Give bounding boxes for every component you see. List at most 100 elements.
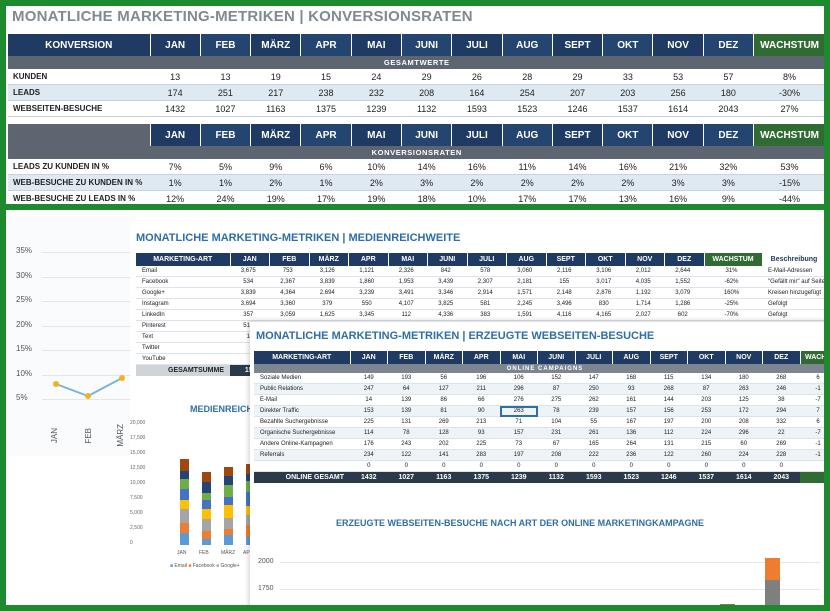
table-cell[interactable]: 842 [427,266,467,277]
table-cell[interactable]: 22 [762,427,800,439]
table-cell[interactable]: 19 [250,69,301,85]
table-cell[interactable]: 1163 [250,100,301,117]
table-cell[interactable]: 251 [200,84,251,101]
total-cell[interactable]: 1027 [387,471,425,483]
table-cell[interactable]: 3,060 [506,266,546,277]
table-cell[interactable]: 0 [537,460,575,472]
table-cell[interactable]: 239 [575,405,613,417]
table-cell[interactable]: 275 [537,394,575,406]
table-cell[interactable]: 3,126 [309,266,349,277]
table-cell[interactable]: 1537 [602,100,653,117]
table-cell[interactable]: 1,286 [664,298,704,310]
table-cell[interactable]: 200 [687,416,725,428]
table-cell[interactable]: 32% [703,159,754,175]
table-cell[interactable]: 134 [687,373,725,384]
table-cell[interactable]: 131 [387,416,425,428]
table-cell[interactable]: 830 [585,298,625,310]
table-cell[interactable]: 6% [300,159,352,175]
table-cell[interactable]: 3,360 [269,298,309,310]
growth-cell[interactable]: 6 [800,373,824,384]
table-cell[interactable]: 33 [602,69,653,85]
table-cell[interactable]: 234 [350,449,388,461]
table-cell[interactable]: 550 [348,298,388,310]
table-cell[interactable]: 16% [451,159,503,175]
table-cell[interactable]: 167 [612,416,650,428]
table-cell[interactable]: 2,012 [625,266,665,277]
table-cell[interactable]: 14 [350,394,388,406]
table-cell[interactable]: 4,107 [388,298,428,310]
table-cell[interactable]: 139 [387,394,425,406]
table-cell[interactable]: 1375 [300,100,352,117]
table-cell[interactable]: 57 [703,69,754,85]
table-cell[interactable]: 246 [762,383,800,395]
table-cell[interactable]: 217 [250,84,301,101]
growth-cell[interactable]: 160% [704,287,762,299]
table-cell[interactable]: 28 [502,69,553,85]
table-cell[interactable]: 2,326 [388,266,428,277]
table-cell[interactable]: 268 [762,373,800,384]
table-cell[interactable]: 168 [612,373,650,384]
table-cell[interactable]: 136 [612,427,650,439]
table-cell[interactable]: 243 [387,438,425,450]
table-cell[interactable]: 196 [462,373,500,384]
table-cell[interactable]: 256 [652,84,704,101]
growth-cell[interactable]: -1 [800,449,824,461]
table-cell[interactable]: 1027 [200,100,251,117]
table-cell[interactable]: 141 [425,449,463,461]
table-cell[interactable]: 1,860 [348,276,388,288]
table-cell[interactable]: 208 [725,416,763,428]
table-cell[interactable]: 1,591 [506,309,546,321]
growth-cell[interactable]: -62% [704,276,762,288]
table-cell[interactable]: 14% [552,159,603,175]
table-cell[interactable]: 165 [575,438,613,450]
table-cell[interactable]: 203 [602,84,653,101]
table-cell[interactable]: 202 [425,438,463,450]
total-cell[interactable]: 1614 [725,471,763,483]
table-cell[interactable]: 602 [664,309,704,321]
table-cell[interactable]: 224 [687,427,725,439]
table-cell[interactable]: 174 [150,84,201,101]
table-cell[interactable]: 0 [462,460,500,472]
total-cell[interactable]: 1432 [350,471,388,483]
table-cell[interactable]: 180 [725,373,763,384]
table-cell[interactable]: 269 [425,416,463,428]
table-cell[interactable]: 296 [725,427,763,439]
table-cell[interactable]: 180 [703,84,754,101]
table-cell[interactable]: 1% [300,174,352,191]
growth-cell[interactable]: -15% [753,174,824,191]
total-cell[interactable]: 2043 [762,471,800,483]
description-cell[interactable]: Gefolgt [762,309,824,321]
table-cell[interactable]: 225 [462,438,500,450]
table-cell[interactable]: 161 [612,394,650,406]
table-cell[interactable]: 172 [725,405,763,417]
table-cell[interactable]: 125 [725,394,763,406]
total-cell[interactable]: 1537 [687,471,725,483]
table-cell[interactable]: 93 [462,427,500,439]
table-cell[interactable]: 3,675 [230,266,270,277]
growth-cell[interactable]: -7 [800,427,824,439]
table-cell[interactable]: 5% [200,159,251,175]
table-cell[interactable]: 1,953 [388,276,428,288]
table-cell[interactable]: 263 [725,383,763,395]
table-cell[interactable]: 71 [500,416,538,428]
table-cell[interactable]: 1,552 [664,276,704,288]
table-cell[interactable]: 114 [350,427,388,439]
table-cell[interactable] [230,342,270,354]
table-cell[interactable]: 208 [537,449,575,461]
table-cell[interactable]: 66 [462,394,500,406]
growth-cell[interactable]: -1 [800,383,824,395]
table-cell[interactable]: 29 [401,69,452,85]
table-cell[interactable]: 67 [537,438,575,450]
table-cell[interactable]: 3,106 [585,266,625,277]
table-cell[interactable]: 332 [762,416,800,428]
table-cell[interactable]: 357 [230,309,270,321]
growth-cell[interactable]: -25% [704,298,762,310]
table-cell[interactable]: 86 [425,394,463,406]
table-cell[interactable]: 516 [230,320,270,332]
table-cell[interactable]: 149 [350,373,388,384]
growth-cell[interactable]: -1 [800,438,824,450]
table-cell[interactable]: 14% [401,159,452,175]
table-cell[interactable]: 106 [500,373,538,384]
table-cell[interactable]: 581 [467,298,507,310]
table-cell[interactable]: 3,496 [546,298,586,310]
